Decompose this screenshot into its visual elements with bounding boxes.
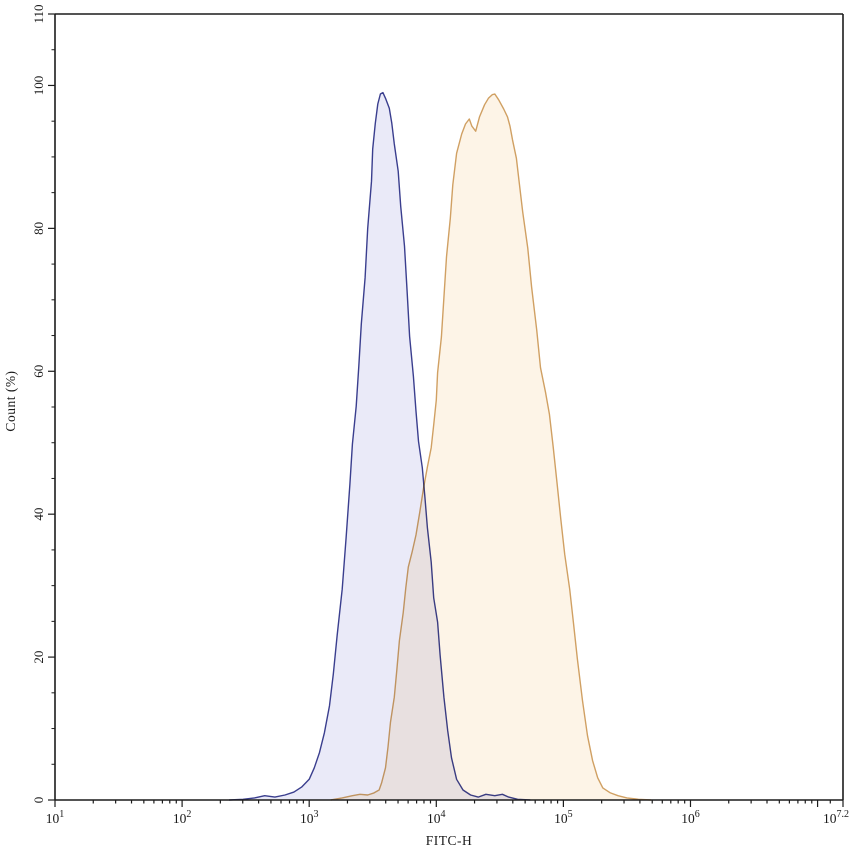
x-axis-title: FITC-H: [425, 833, 473, 848]
orange-peak-outline: [330, 93, 652, 801]
y-tick-label: 40: [31, 508, 46, 521]
x-tick-label: 101: [46, 809, 65, 826]
y-tick-label: 80: [31, 222, 46, 235]
y-tick-label: 20: [31, 651, 46, 664]
orange-peak-series: [330, 93, 652, 801]
x-tick-label: 103: [300, 809, 319, 826]
x-tick-label: 106: [681, 809, 700, 826]
x-tick-label: 107.2: [823, 809, 849, 826]
y-axis-title: Count (%): [3, 370, 18, 432]
x-tick-label: 104: [427, 809, 446, 826]
blue-peak-area: [229, 92, 531, 801]
y-tick-label: 110: [31, 4, 46, 23]
y-tick-label: 100: [31, 76, 46, 96]
y-tick-label: 60: [31, 365, 46, 378]
x-tick-label: 105: [554, 809, 573, 826]
y-tick-label: 0: [31, 797, 46, 804]
orange-peak-area: [330, 94, 652, 800]
x-tick-label: 102: [173, 809, 192, 826]
